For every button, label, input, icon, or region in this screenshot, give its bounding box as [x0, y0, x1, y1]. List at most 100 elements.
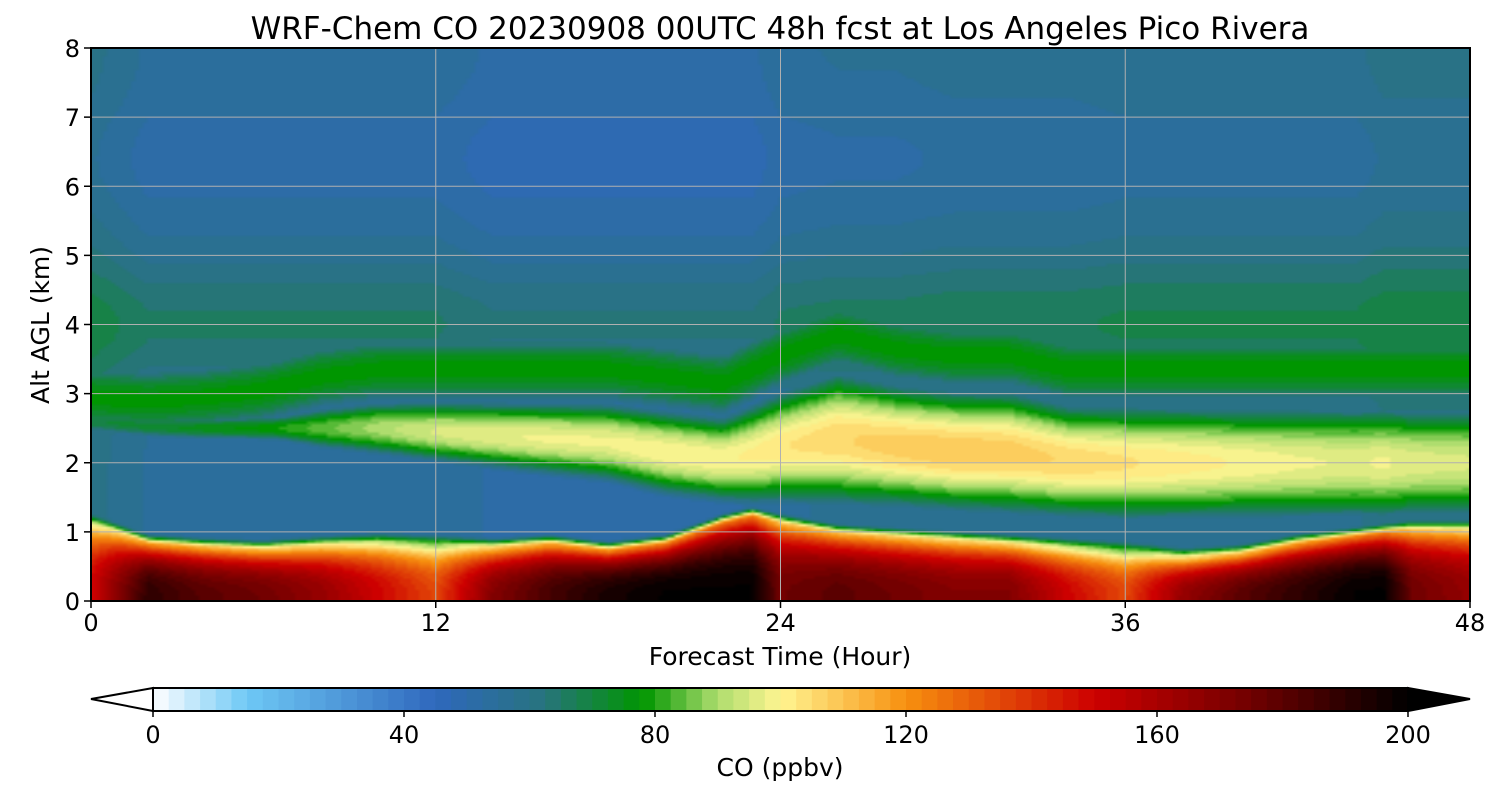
- colorbar-swatch: [1047, 688, 1064, 711]
- x-tick-label: 36: [1110, 609, 1141, 637]
- colorbar-swatch: [1094, 688, 1111, 711]
- colorbar-swatch: [1360, 688, 1378, 711]
- colorbar-swatch: [717, 688, 735, 711]
- colorbar-tick-label: 0: [145, 721, 160, 749]
- colorbar-frame: [152, 687, 1409, 712]
- chart-title: WRF-Chem CO 20230908 00UTC 48h fcst at L…: [251, 11, 1310, 47]
- colorbar-swatch: [200, 688, 217, 711]
- colorbar-swatch: [858, 688, 876, 711]
- colorbar-swatch: [1000, 688, 1017, 711]
- colorbar-swatch: [655, 688, 672, 711]
- colorbar-swatch: [1141, 688, 1158, 711]
- colorbar-swatch: [1204, 688, 1221, 711]
- colorbar-swatch: [686, 688, 703, 711]
- y-axis-title: Alt AGL (km): [26, 246, 55, 404]
- colorbar-swatch: [372, 688, 389, 711]
- colorbar-swatch: [733, 688, 750, 711]
- colorbar-swatch: [749, 688, 766, 711]
- colorbar-swatch: [529, 688, 546, 711]
- colorbar-swatch: [184, 688, 201, 711]
- colorbar-swatch: [670, 688, 687, 711]
- colorbar-swatch: [560, 688, 578, 711]
- colorbar-swatch: [1376, 688, 1393, 711]
- y-tick-label: 3: [65, 381, 80, 409]
- colorbar-swatch: [1062, 688, 1080, 711]
- colorbar-swatch: [1345, 688, 1362, 711]
- colorbar-tick-label: 160: [1134, 721, 1180, 749]
- colorbar-swatch: [984, 688, 1001, 711]
- y-tick-label: 6: [65, 173, 80, 201]
- y-tick-label: 5: [65, 242, 80, 270]
- x-axis: 0 12 24 36 48: [83, 601, 1485, 637]
- colorbar-swatch: [1329, 688, 1346, 711]
- colorbar-ticks: 0 40 80 120 160 200: [145, 711, 1431, 749]
- colorbar-swatch: [639, 688, 656, 711]
- colorbar-tick-label: 120: [883, 721, 929, 749]
- colorbar-swatch: [1188, 688, 1205, 711]
- colorbar-swatch: [482, 688, 499, 711]
- colorbar-swatch: [607, 688, 625, 711]
- x-tick-label: 48: [1455, 609, 1486, 637]
- colorbar-swatch: [388, 688, 405, 711]
- colorbar-swatch: [827, 688, 844, 711]
- colorbar-swatch: [1298, 688, 1315, 711]
- colorbar-swatch: [1266, 688, 1284, 711]
- x-tick-label: 0: [83, 609, 98, 637]
- colorbar-swatch: [278, 688, 295, 711]
- colorbar-swatch: [890, 688, 907, 711]
- colorbar-swatch: [215, 688, 233, 711]
- colorbar-swatch: [356, 688, 374, 711]
- colorbar-swatch: [937, 688, 954, 711]
- x-tick-label: 24: [765, 609, 796, 637]
- colorbar-swatch: [1251, 688, 1268, 711]
- y-tick-label: 8: [65, 35, 80, 63]
- colorbar-swatch: [419, 688, 436, 711]
- colorbar-swatch: [294, 688, 311, 711]
- colorbar-swatch: [309, 688, 327, 711]
- colorbar-swatch: [153, 688, 170, 711]
- colorbar-swatch: [262, 688, 280, 711]
- x-tick-label: 12: [420, 609, 451, 637]
- colorbar-swatch: [576, 688, 593, 711]
- colorbar-swatch: [811, 688, 829, 711]
- colorbar-swatch: [341, 688, 358, 711]
- colorbar-over-extension: [1407, 686, 1471, 713]
- colorbar-swatch: [1235, 688, 1252, 711]
- colorbar-swatch: [1282, 688, 1299, 711]
- colorbar-swatch: [168, 688, 185, 711]
- colorbar-swatch: [1219, 688, 1237, 711]
- colorbar-swatch: [1157, 688, 1174, 711]
- colorbar-swatch: [921, 688, 938, 711]
- colorbar-tick-label: 200: [1385, 721, 1431, 749]
- colorbar-swatch: [466, 688, 484, 711]
- colorbar-swatch: [325, 688, 342, 711]
- colorbar-under-extension: [90, 686, 154, 713]
- colorbar-swatch: [780, 688, 797, 711]
- colorbar-swatch: [1172, 688, 1189, 711]
- colorbar-tick-label: 80: [640, 721, 671, 749]
- colorbar-swatch: [874, 688, 891, 711]
- colorbar-swatch: [1313, 688, 1331, 711]
- colorbar-swatch: [1125, 688, 1142, 711]
- colorbar-swatch: [435, 688, 452, 711]
- colorbar-swatch: [1392, 688, 1409, 711]
- colorbar-label: CO (ppbv): [717, 753, 844, 782]
- y-axis: 0 1 2 3 4 5 6 7 8: [65, 35, 91, 616]
- colorbar-swatch: [247, 688, 264, 711]
- y-tick-label: 0: [65, 588, 80, 616]
- colorbar-swatch: [1078, 688, 1095, 711]
- colorbar-swatch: [764, 688, 782, 711]
- colorbar-swatch: [1015, 688, 1033, 711]
- colorbar-swatch: [1109, 688, 1127, 711]
- colorbar-swatch: [843, 688, 860, 711]
- colorbar-swatch: [1031, 688, 1048, 711]
- colorbar-segments: [153, 688, 1409, 711]
- plot-area: [90, 47, 1471, 602]
- colorbar-swatch: [623, 688, 640, 711]
- colorbar: 0 40 80 120 160 200 CO (ppbv): [90, 686, 1471, 782]
- y-tick-label: 2: [65, 450, 80, 478]
- colorbar-swatch: [231, 688, 248, 711]
- y-tick-label: 7: [65, 104, 80, 132]
- y-tick-label: 4: [65, 312, 80, 340]
